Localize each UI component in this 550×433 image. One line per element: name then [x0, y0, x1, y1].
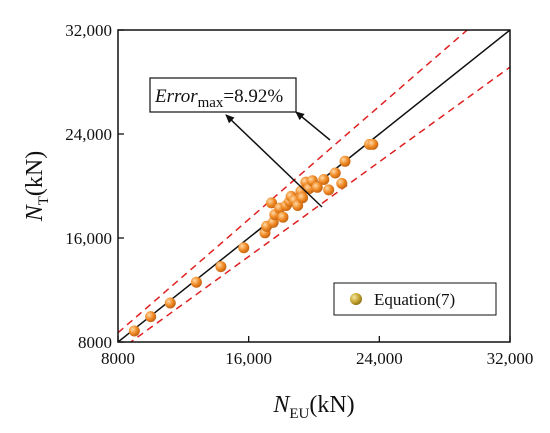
data-point	[297, 192, 309, 204]
data-point	[145, 311, 157, 323]
x-tick-label: 8000	[101, 349, 135, 368]
legend-marker	[350, 293, 362, 305]
error-annotation: Errormax=8.92%	[149, 77, 331, 208]
data-point	[215, 261, 227, 273]
data-point	[367, 138, 379, 150]
legend: Equation(7)	[333, 282, 497, 316]
arrow-upper-bound	[295, 111, 331, 141]
data-point	[323, 184, 335, 196]
x-axis-title: NEU(kN)	[272, 392, 354, 422]
y-axis-title: NT(kN)	[22, 151, 52, 223]
data-point	[190, 276, 202, 288]
data-point	[164, 297, 176, 309]
y-tick-label: 24,000	[65, 125, 112, 144]
annotation-box	[149, 77, 297, 113]
upper-bound-line	[118, 30, 469, 334]
plot-frame	[117, 29, 511, 343]
x-tick-label: 24,000	[356, 349, 403, 368]
data-point	[329, 167, 341, 179]
x-tick-label: 32,000	[487, 349, 534, 368]
data-point	[339, 155, 351, 167]
arrow-lower-bound	[225, 114, 323, 208]
y-tick-label: 16,000	[65, 229, 112, 248]
lower-bound-line	[129, 66, 510, 342]
annotation-text: Errormax=8.92%	[154, 86, 283, 111]
data-point	[318, 174, 330, 185]
y-tick-label: 32,000	[65, 21, 112, 40]
legend-label: Equation(7)	[374, 290, 455, 309]
data-point	[277, 211, 289, 223]
data-point	[128, 325, 140, 337]
data-point	[311, 181, 323, 193]
y-tick-label: 8000	[78, 333, 112, 352]
data-point	[266, 197, 278, 209]
x-tick-label: 16,000	[225, 349, 272, 368]
data-points	[128, 138, 379, 337]
data-point	[238, 242, 250, 254]
data-point	[336, 177, 348, 189]
